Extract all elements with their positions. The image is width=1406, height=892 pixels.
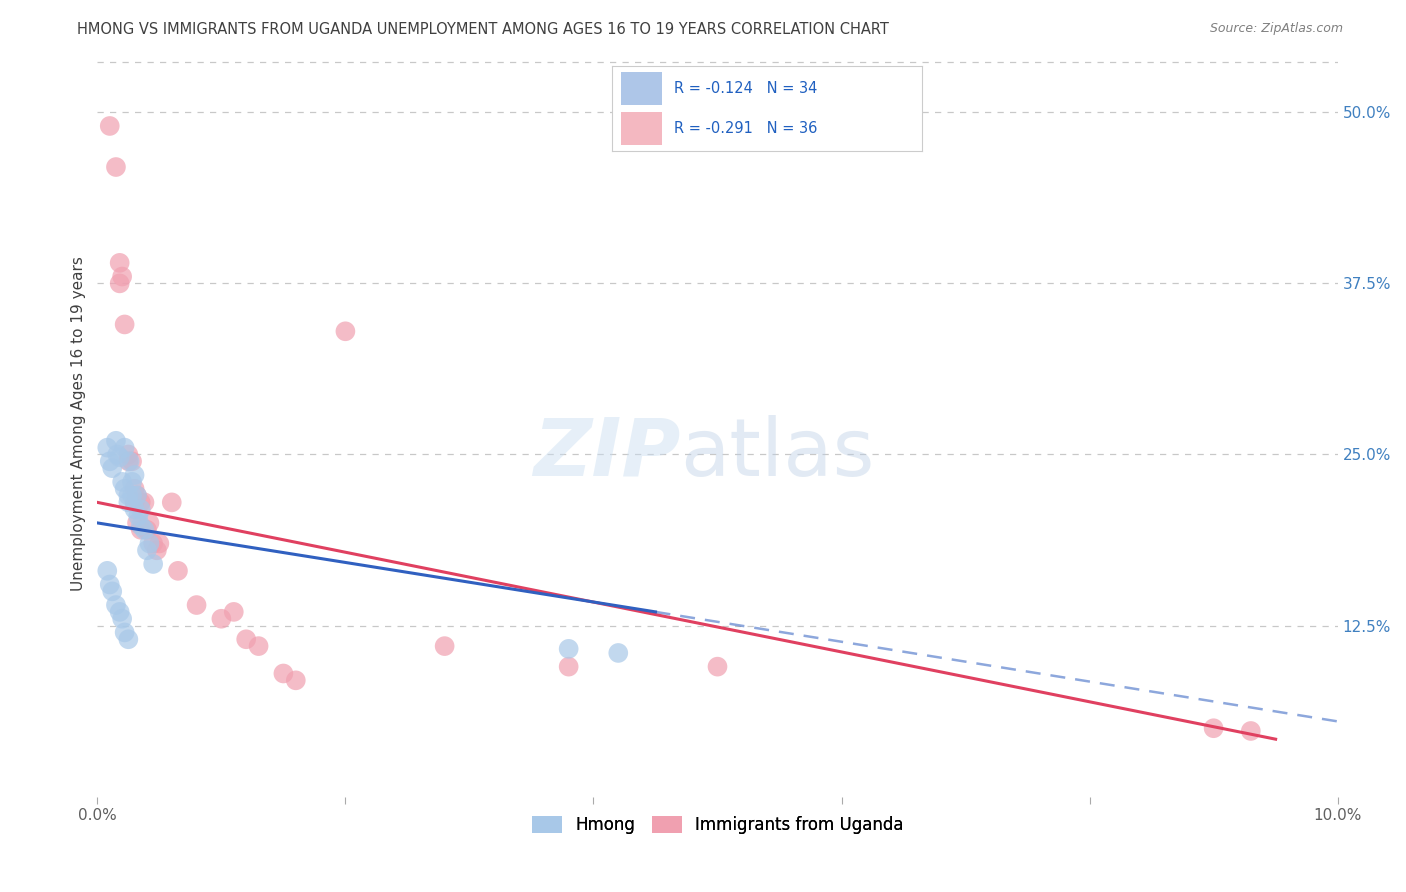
Point bbox=[138, 516, 160, 530]
Point bbox=[117, 489, 139, 503]
Point bbox=[146, 543, 169, 558]
Point bbox=[124, 495, 146, 509]
Point bbox=[104, 598, 127, 612]
Point bbox=[706, 659, 728, 673]
Point bbox=[1202, 721, 1225, 735]
Point bbox=[98, 119, 121, 133]
Text: atlas: atlas bbox=[681, 415, 875, 492]
Point bbox=[1240, 723, 1263, 738]
Point bbox=[98, 454, 121, 468]
Point bbox=[111, 475, 134, 489]
Point bbox=[247, 639, 270, 653]
Point bbox=[129, 518, 152, 533]
Point bbox=[209, 612, 232, 626]
Point bbox=[124, 502, 146, 516]
Point bbox=[142, 536, 165, 550]
Point bbox=[129, 523, 152, 537]
Point bbox=[136, 543, 159, 558]
Text: Source: ZipAtlas.com: Source: ZipAtlas.com bbox=[1209, 22, 1343, 36]
Point bbox=[108, 605, 131, 619]
Point bbox=[121, 454, 143, 468]
Point bbox=[433, 639, 456, 653]
Point bbox=[607, 646, 630, 660]
Point bbox=[114, 625, 136, 640]
Point bbox=[118, 454, 141, 468]
Point bbox=[96, 564, 118, 578]
Point bbox=[117, 448, 139, 462]
Point bbox=[121, 475, 143, 489]
Point bbox=[136, 523, 159, 537]
Point bbox=[101, 584, 124, 599]
Point bbox=[142, 557, 165, 571]
Point bbox=[134, 523, 156, 537]
Point bbox=[108, 256, 131, 270]
Point bbox=[125, 489, 148, 503]
Text: ZIP: ZIP bbox=[533, 415, 681, 492]
Point bbox=[105, 448, 128, 462]
Point bbox=[117, 454, 139, 468]
Point bbox=[235, 632, 257, 647]
Point bbox=[124, 482, 146, 496]
Point bbox=[134, 495, 156, 509]
Point bbox=[127, 509, 149, 524]
Point bbox=[222, 605, 245, 619]
Point bbox=[186, 598, 208, 612]
Point bbox=[108, 450, 131, 465]
Point bbox=[98, 577, 121, 591]
Point bbox=[111, 612, 134, 626]
Point bbox=[111, 269, 134, 284]
Point bbox=[273, 666, 295, 681]
Point bbox=[117, 632, 139, 647]
Point bbox=[121, 489, 143, 503]
Point bbox=[129, 502, 152, 516]
Point bbox=[114, 441, 136, 455]
Y-axis label: Unemployment Among Ages 16 to 19 years: Unemployment Among Ages 16 to 19 years bbox=[72, 256, 86, 591]
Point bbox=[104, 434, 127, 448]
Point bbox=[160, 495, 183, 509]
Point bbox=[124, 468, 146, 483]
Point bbox=[117, 495, 139, 509]
Point bbox=[557, 641, 579, 656]
Point bbox=[284, 673, 307, 688]
Point bbox=[167, 564, 190, 578]
Point bbox=[114, 482, 136, 496]
Point bbox=[125, 516, 148, 530]
Point bbox=[104, 160, 127, 174]
Point bbox=[101, 461, 124, 475]
Point bbox=[557, 659, 579, 673]
Legend: Hmong, Immigrants from Uganda: Hmong, Immigrants from Uganda bbox=[524, 809, 910, 840]
Point bbox=[148, 536, 170, 550]
Point bbox=[129, 495, 152, 509]
Point bbox=[96, 441, 118, 455]
Point bbox=[335, 324, 357, 338]
Point bbox=[108, 277, 131, 291]
Point bbox=[114, 318, 136, 332]
Point bbox=[138, 536, 160, 550]
Text: HMONG VS IMMIGRANTS FROM UGANDA UNEMPLOYMENT AMONG AGES 16 TO 19 YEARS CORRELATI: HMONG VS IMMIGRANTS FROM UGANDA UNEMPLOY… bbox=[77, 22, 889, 37]
Point bbox=[125, 489, 148, 503]
